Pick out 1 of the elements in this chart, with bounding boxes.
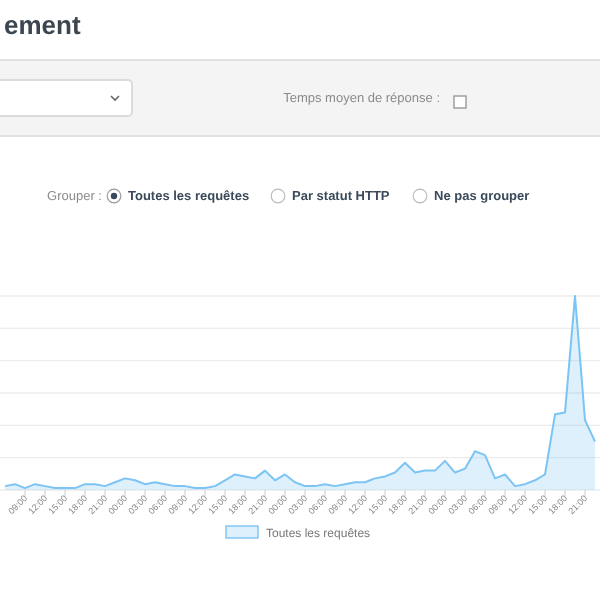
chart-title: ement [4,10,82,40]
